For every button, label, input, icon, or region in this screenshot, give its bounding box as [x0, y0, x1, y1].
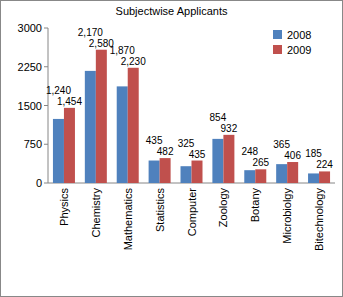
bar: [64, 108, 75, 183]
x-tick-label: Bitechnology: [313, 188, 325, 251]
y-tick-label: 1500: [18, 100, 42, 112]
data-label: 435: [189, 149, 206, 160]
bar: [223, 135, 234, 183]
bar: [287, 162, 298, 183]
y-tick-label: 3000: [18, 22, 42, 34]
y-tick-label: 750: [24, 138, 42, 150]
data-label: 325: [178, 138, 195, 149]
bar: [308, 173, 319, 183]
data-label: 932: [221, 123, 238, 134]
y-tick: [44, 144, 48, 145]
y-tick-label: 0: [36, 177, 42, 189]
data-label: 265: [252, 157, 269, 168]
bar: [96, 50, 107, 183]
data-label: 435: [146, 135, 163, 146]
x-tick-label: Statistics: [154, 188, 166, 233]
bar: [212, 139, 223, 183]
bar: [117, 86, 128, 183]
bar: [181, 166, 192, 183]
x-tick-label: Zoology: [217, 188, 229, 228]
y-tick: [44, 105, 48, 106]
bar: [192, 161, 203, 183]
bar: [276, 164, 287, 183]
bar: [128, 68, 139, 183]
bar: [149, 161, 160, 183]
x-tick-label: Botany: [249, 188, 261, 223]
data-label: 2,230: [121, 56, 146, 67]
bar: [255, 169, 266, 183]
y-tick-label: 2250: [18, 61, 42, 73]
bar: [53, 119, 64, 183]
y-tick: [44, 66, 48, 67]
x-tick-label: Microbiolgy: [281, 188, 293, 244]
data-label: 185: [305, 148, 322, 159]
data-label: 854: [210, 112, 227, 123]
bar: [160, 158, 171, 183]
legend-swatch: [273, 30, 282, 39]
x-tick-label: Chemistry: [90, 188, 102, 238]
legend: 2008 2009: [273, 29, 311, 56]
data-label: 1,240: [46, 85, 71, 96]
chart-svg: Subjectwise Applicants 0 750 1500 2250 3000 1,…: [0, 0, 343, 297]
data-label: 406: [284, 150, 301, 161]
x-tick-label: Computer: [186, 188, 198, 237]
title: Subjectwise Applicants: [116, 5, 228, 17]
bars: [53, 50, 330, 183]
bar: [85, 71, 96, 183]
data-labels: 1,4541,2402,5802,1702,2301,8704824354353…: [46, 27, 333, 171]
legend-label: 2009: [287, 44, 311, 56]
bar: [319, 171, 330, 183]
y-axis: [48, 28, 49, 183]
y-tick: [44, 183, 48, 184]
data-label: 1,454: [57, 96, 82, 107]
y-tick: [44, 28, 48, 29]
chart-container: Subjectwise Applicants 0 750 1500 2250 3000 1,…: [0, 0, 343, 297]
x-tick-label: Mathematics: [122, 188, 134, 251]
bar: [244, 170, 255, 183]
x-tick-label: Physics: [58, 188, 70, 226]
data-label: 1,870: [110, 45, 135, 56]
data-label: 224: [316, 159, 333, 170]
data-label: 2,170: [78, 27, 103, 38]
data-label: 482: [157, 146, 174, 157]
legend-label: 2008: [287, 29, 311, 41]
data-label: 248: [241, 146, 258, 157]
data-label: 365: [273, 139, 290, 150]
legend-swatch: [273, 45, 282, 54]
chart-frame: [1, 1, 343, 297]
